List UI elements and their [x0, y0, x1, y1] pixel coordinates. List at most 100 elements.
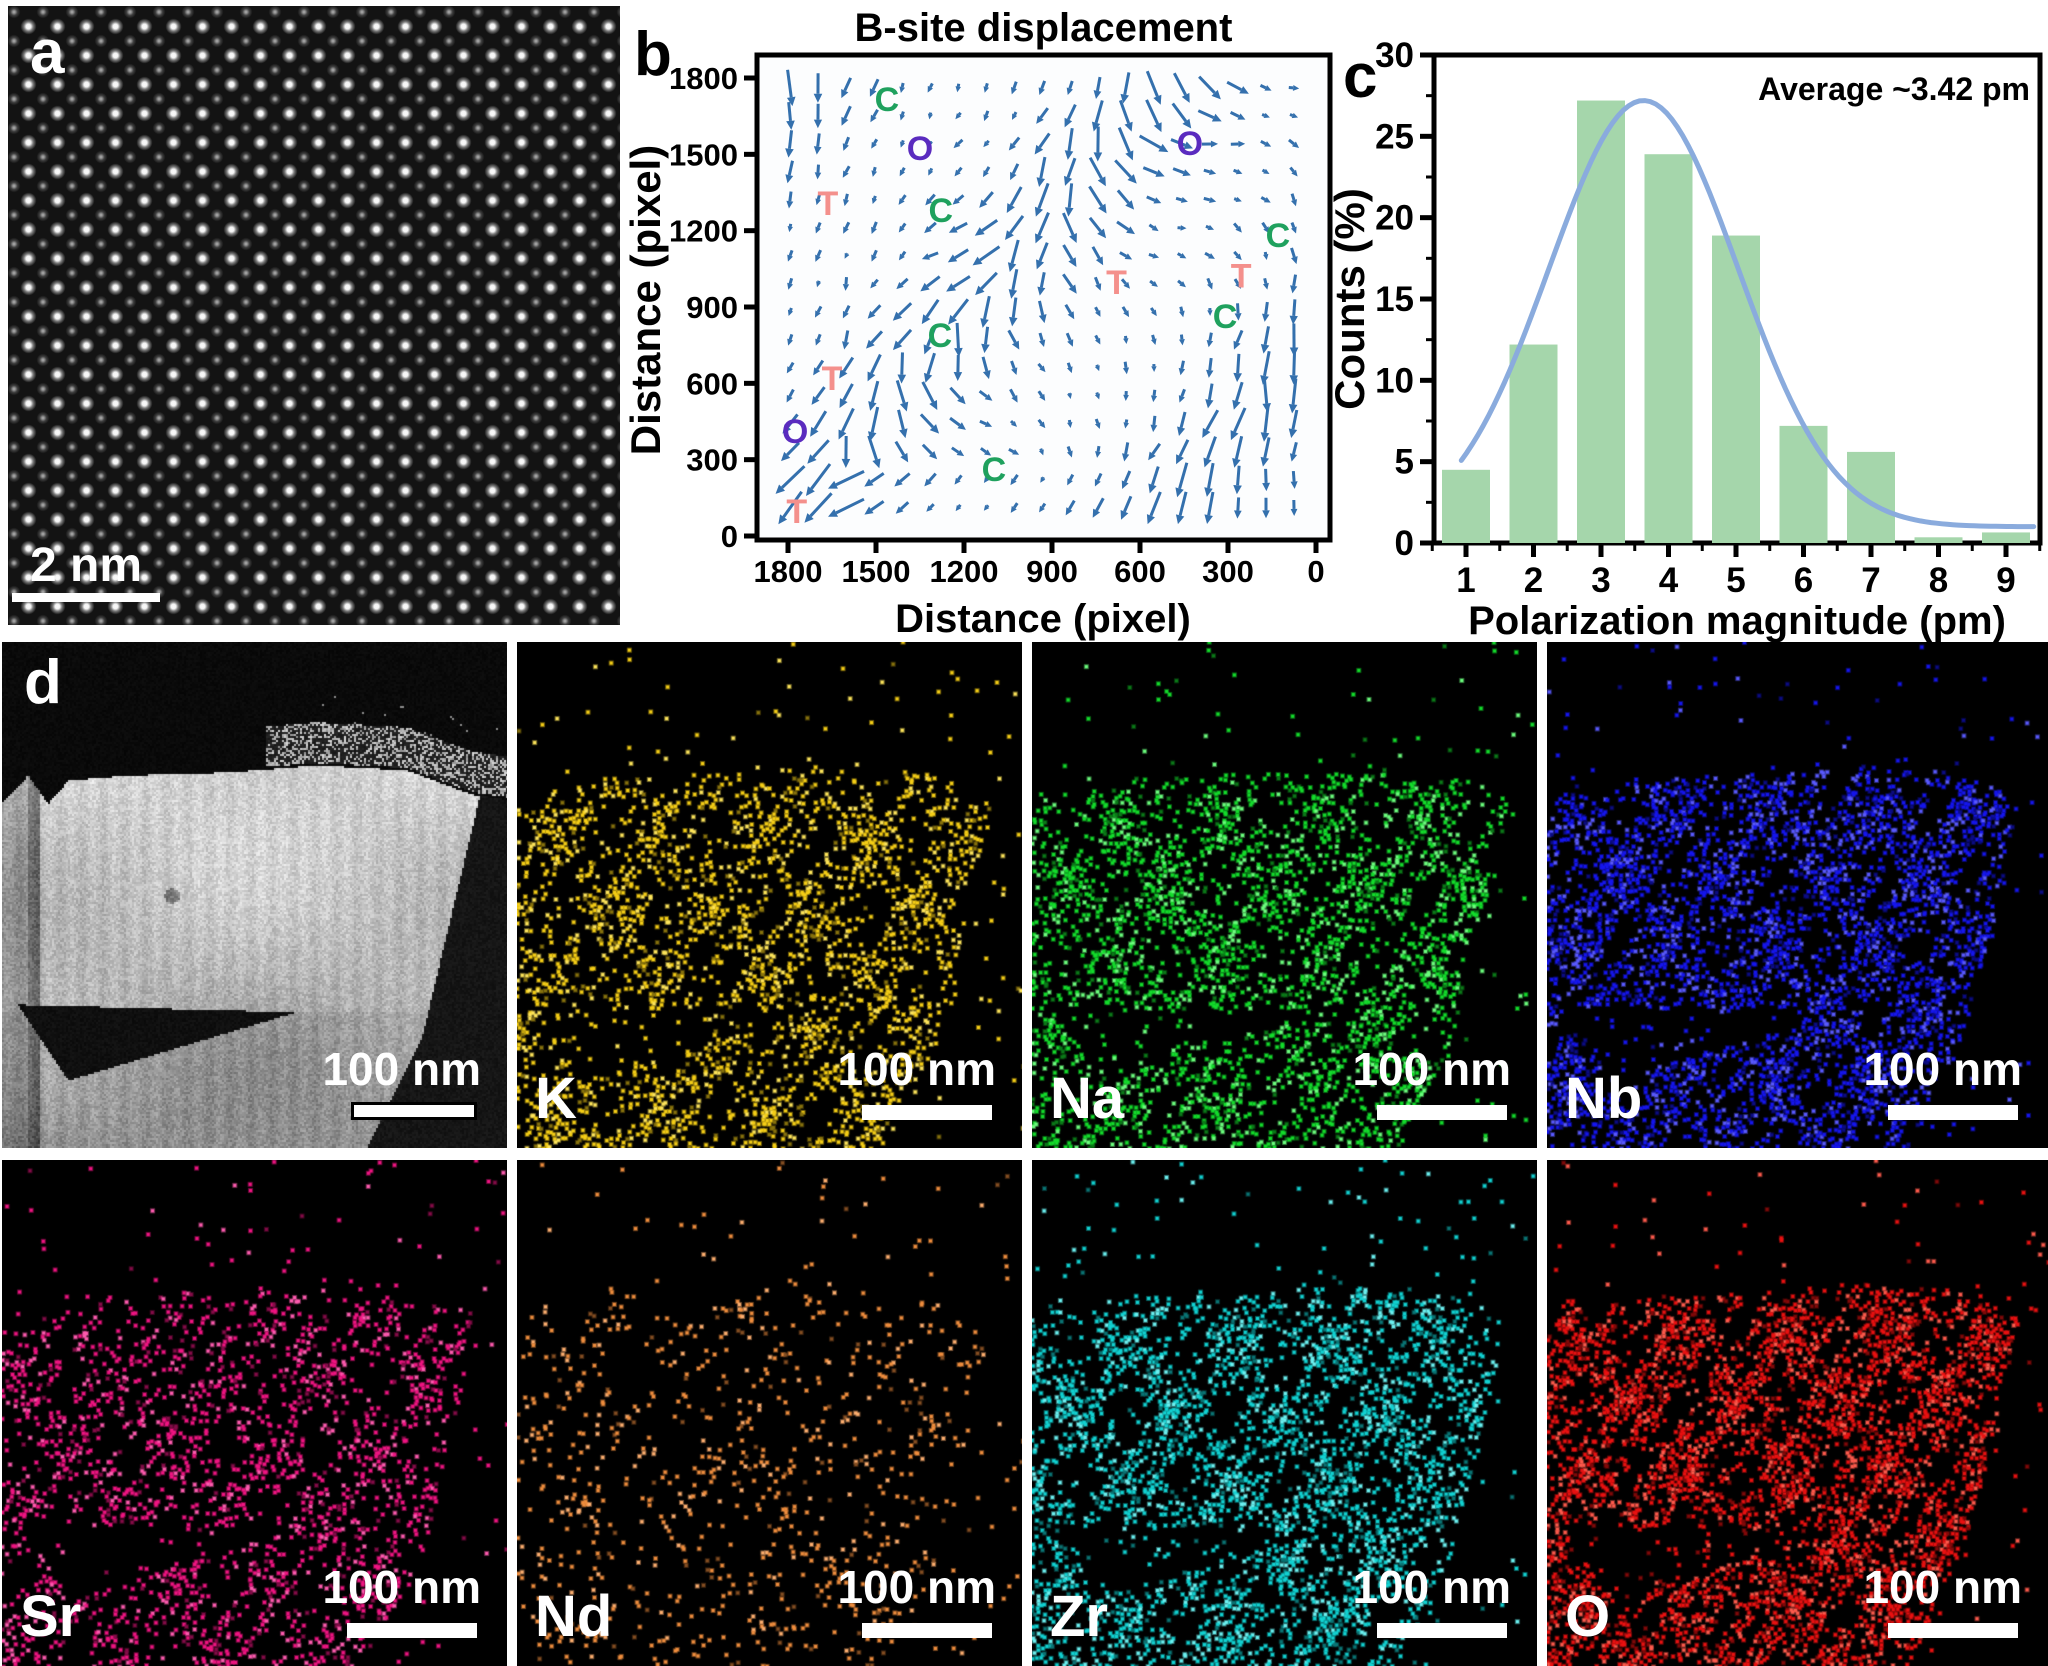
- arrow-head: [842, 283, 850, 291]
- arrow-head: [1179, 281, 1186, 288]
- displacement-arrow: [1095, 391, 1099, 395]
- arrow-head: [1235, 196, 1242, 203]
- arrow-head: [1067, 311, 1075, 320]
- arrow-head: [980, 318, 989, 328]
- arrow-head: [954, 169, 961, 177]
- displacement-arrow: [870, 472, 885, 484]
- displacement-arrow: [1292, 351, 1297, 376]
- displacement-arrow: [979, 245, 1001, 262]
- displacement-arrow: [1264, 468, 1268, 483]
- arrow-head: [955, 505, 962, 512]
- displacement-arrow: [1088, 156, 1103, 180]
- histogram-bar: [1509, 344, 1558, 543]
- arrow-head: [1038, 449, 1044, 456]
- displacement-arrow: [1290, 247, 1296, 258]
- displacement-arrow: [873, 138, 879, 145]
- displacement-arrow: [984, 110, 990, 116]
- displacement-arrow: [1206, 277, 1212, 285]
- displacement-arrow: [1013, 502, 1019, 509]
- displacement-arrow: [928, 221, 937, 230]
- arrow-head: [1208, 253, 1215, 259]
- displacement-arrow: [872, 108, 879, 118]
- arrow-head: [1035, 233, 1043, 244]
- displacement-arrow: [844, 136, 851, 145]
- arrow-head: [1122, 367, 1130, 375]
- displacement-arrow: [870, 380, 880, 403]
- arrow-head: [1262, 282, 1269, 290]
- arrow-head: [1040, 476, 1046, 483]
- arrow-head: [1153, 197, 1162, 204]
- arrow-head: [983, 114, 990, 122]
- arrow-head: [946, 283, 957, 292]
- arrow-head: [1263, 168, 1270, 174]
- displacement-arrow: [1149, 279, 1155, 285]
- axis-label-x: Distance (pixel): [895, 597, 1191, 641]
- y-tick-label: 20: [1375, 199, 1414, 238]
- arrow-head: [815, 226, 821, 234]
- displacement-arrow: [1012, 81, 1018, 89]
- arrow-head: [928, 450, 938, 460]
- arrow-head: [927, 113, 933, 120]
- arrow-head: [1151, 309, 1157, 317]
- displacement-arrow: [949, 386, 962, 400]
- displacement-arrow: [1007, 329, 1017, 344]
- histogram-bar: [1914, 537, 1963, 543]
- arrow-head: [1124, 121, 1133, 132]
- displacement-arrow: [1152, 415, 1157, 426]
- arrow-head: [786, 200, 794, 209]
- arrow-head: [898, 253, 905, 261]
- arrow-head: [900, 452, 909, 463]
- histogram-bar: [1847, 451, 1895, 543]
- displacement-arrow: [981, 356, 989, 372]
- displacement-arrow: [955, 322, 960, 349]
- displacement-arrow: [1236, 497, 1241, 511]
- element-label: Nd: [535, 1584, 613, 1649]
- gaussian-fit-curve: [1458, 98, 2037, 530]
- phase-annotation-C: C: [875, 81, 900, 119]
- displacement-arrow: [787, 160, 794, 176]
- arrow-head: [1095, 451, 1102, 458]
- displacement-arrow: [898, 302, 913, 316]
- arrow-head: [786, 366, 793, 374]
- histogram-bar: [1577, 100, 1625, 543]
- eds-map-tile-nd: Nd 100 nm: [517, 1160, 1022, 1666]
- arrow-head: [1151, 281, 1158, 287]
- displacement-arrow: [979, 447, 987, 454]
- arrow-head: [815, 254, 821, 262]
- arrow-head: [1097, 176, 1106, 187]
- arrow-head: [896, 282, 904, 290]
- displacement-arrow: [980, 271, 998, 290]
- arrow-head: [843, 199, 850, 207]
- displacement-arrow: [1013, 111, 1018, 116]
- x-tick-label: 1500: [842, 554, 911, 589]
- displacement-arrow: [900, 194, 907, 201]
- arrow-head: [982, 170, 989, 178]
- displacement-arrow: [1198, 75, 1216, 94]
- arrow-head: [1120, 93, 1129, 104]
- arrow-head: [1177, 426, 1186, 436]
- displacement-arrow: [870, 330, 884, 344]
- displacement-arrow: [1095, 76, 1102, 92]
- axis-label-y: Distance (pixel): [622, 145, 669, 455]
- arrow-head: [924, 226, 932, 234]
- displacement-arrow: [1205, 409, 1220, 431]
- displacement-arrow: [1207, 383, 1214, 401]
- displacement-arrow: [1260, 196, 1267, 201]
- displacement-arrow: [1008, 447, 1015, 454]
- displacement-arrow: [1233, 168, 1238, 173]
- eds-map-tile-o: O 100 nm: [1547, 1160, 2048, 1666]
- panel-letter-c: c: [1343, 42, 1378, 111]
- arrow-head: [1094, 478, 1101, 487]
- arrow-head: [1005, 230, 1014, 241]
- x-tick-label: 7: [1861, 561, 1880, 600]
- displacement-arrow: [900, 352, 904, 375]
- displacement-arrow: [815, 359, 825, 371]
- displacement-arrow: [1091, 246, 1101, 259]
- arrow-head: [1127, 174, 1137, 184]
- displacement-arrow: [1175, 196, 1183, 202]
- arrow-head: [1125, 200, 1135, 210]
- eds-map-canvas: [517, 642, 1022, 1148]
- axis-ticks: [1420, 52, 2042, 557]
- displacement-arrow: [951, 446, 960, 454]
